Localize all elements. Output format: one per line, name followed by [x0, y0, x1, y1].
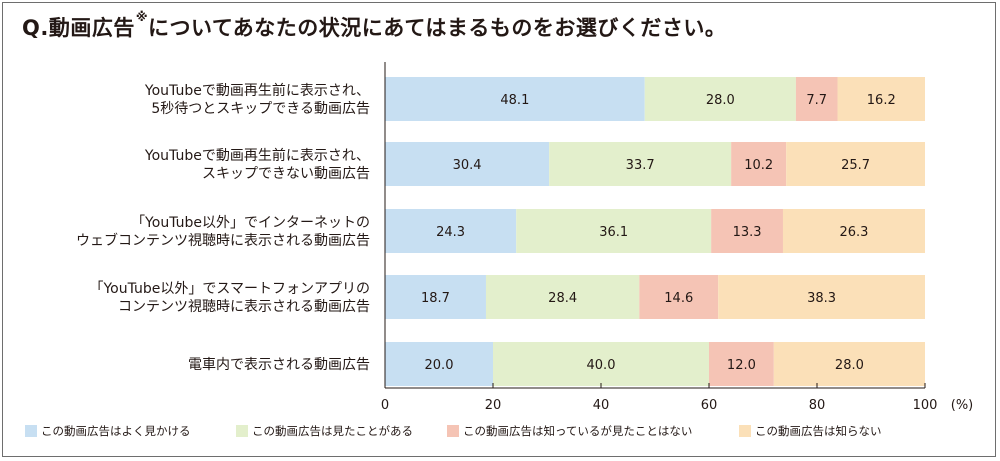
bar-value-label: 36.1: [599, 225, 628, 240]
bar-segment: [709, 342, 774, 386]
title-note-mark: ※: [135, 10, 149, 24]
category-label: YouTubeで動画再生前に表示され、: [144, 147, 370, 164]
bar-segment: [385, 342, 493, 386]
category-label: 「YouTube以外」でインターネットの: [131, 215, 370, 231]
chart-title: Q.動画広告※についてあなたの状況にあてはまるものをお選びください。: [22, 10, 727, 42]
bar-segment: [731, 142, 787, 186]
bar-value-label: 28.0: [706, 93, 735, 108]
bar-segment: [516, 209, 712, 253]
bar-value-label: 13.3: [733, 225, 762, 240]
bar-segment: [385, 275, 486, 319]
bar-value-label: 14.6: [664, 291, 693, 306]
x-tick-label: 40: [593, 398, 610, 413]
bar-segment: [644, 77, 796, 121]
bar-value-label: 28.4: [548, 291, 577, 306]
bar-value-label: 38.3: [807, 291, 836, 306]
bar-value-label: 10.2: [744, 158, 773, 173]
category-label: ウェブコンテンツ視聴時に表示される動画広告: [76, 232, 370, 249]
bar-value-label: 30.4: [453, 158, 482, 173]
legend-swatch: [236, 425, 248, 437]
legend-entry: この動画広告は知らない: [755, 424, 882, 438]
bar-value-label: 7.7: [806, 93, 827, 108]
bar-segment: [385, 77, 645, 121]
bar-segment: [782, 209, 925, 253]
bar-value-label: 26.3: [840, 225, 869, 240]
unit-label: (%): [951, 398, 974, 413]
bar-segment: [385, 142, 550, 186]
category-label: 「YouTube以外」でスマートフォンアプリの: [89, 281, 370, 297]
bar-value-label: 16.2: [867, 93, 896, 108]
category-label: 5秒待つとスキップできる動画広告: [151, 101, 370, 117]
title-rest: についてあなたの状況にあてはまるものをお選びください。: [148, 16, 727, 40]
x-tick-label: 80: [809, 398, 826, 413]
category-label: YouTubeで動画再生前に表示され、: [144, 82, 370, 99]
x-tick-label: 60: [701, 398, 718, 413]
bar-segment: [639, 275, 719, 319]
bar-segment: [786, 142, 925, 186]
x-tick-label: 100: [913, 398, 938, 413]
legend-entry: この動画広告は知っているが見たことはない: [463, 424, 692, 438]
bar-segment: [711, 209, 783, 253]
bar-value-label: 24.3: [436, 225, 465, 240]
bar-value-label: 33.7: [626, 158, 655, 173]
bar-segment: [493, 342, 709, 386]
bar-segment: [773, 342, 925, 386]
x-tick-label: 0: [381, 398, 389, 413]
bar-value-label: 20.0: [425, 358, 454, 373]
bar-value-label: 28.0: [835, 358, 864, 373]
bar-segment: [385, 209, 517, 253]
legend-entry: この動画広告は見たことがある: [252, 424, 413, 438]
bar-value-label: 40.0: [587, 358, 616, 373]
category-label: スキップできない動画広告: [202, 166, 370, 182]
legend-entry: この動画広告はよく見かける: [41, 424, 191, 438]
bar-segment: [837, 77, 925, 121]
bar-value-label: 25.7: [841, 158, 870, 173]
bar-segment: [485, 275, 640, 319]
bar-value-label: 48.1: [500, 93, 529, 108]
bar-value-label: 12.0: [727, 358, 756, 373]
legend-swatch: [25, 425, 37, 437]
x-tick-label: 20: [485, 398, 502, 413]
bar-segment: [795, 77, 838, 121]
bar-segment: [549, 142, 732, 186]
bar-segment: [718, 275, 925, 319]
title-prefix: Q.動画広告: [22, 16, 135, 40]
bar-value-label: 18.7: [421, 291, 450, 306]
legend-swatch: [447, 425, 459, 437]
legend-swatch: [739, 425, 751, 437]
category-label: 電車内で表示される動画広告: [188, 356, 370, 373]
category-label: コンテンツ視聴時に表示される動画広告: [118, 299, 370, 315]
